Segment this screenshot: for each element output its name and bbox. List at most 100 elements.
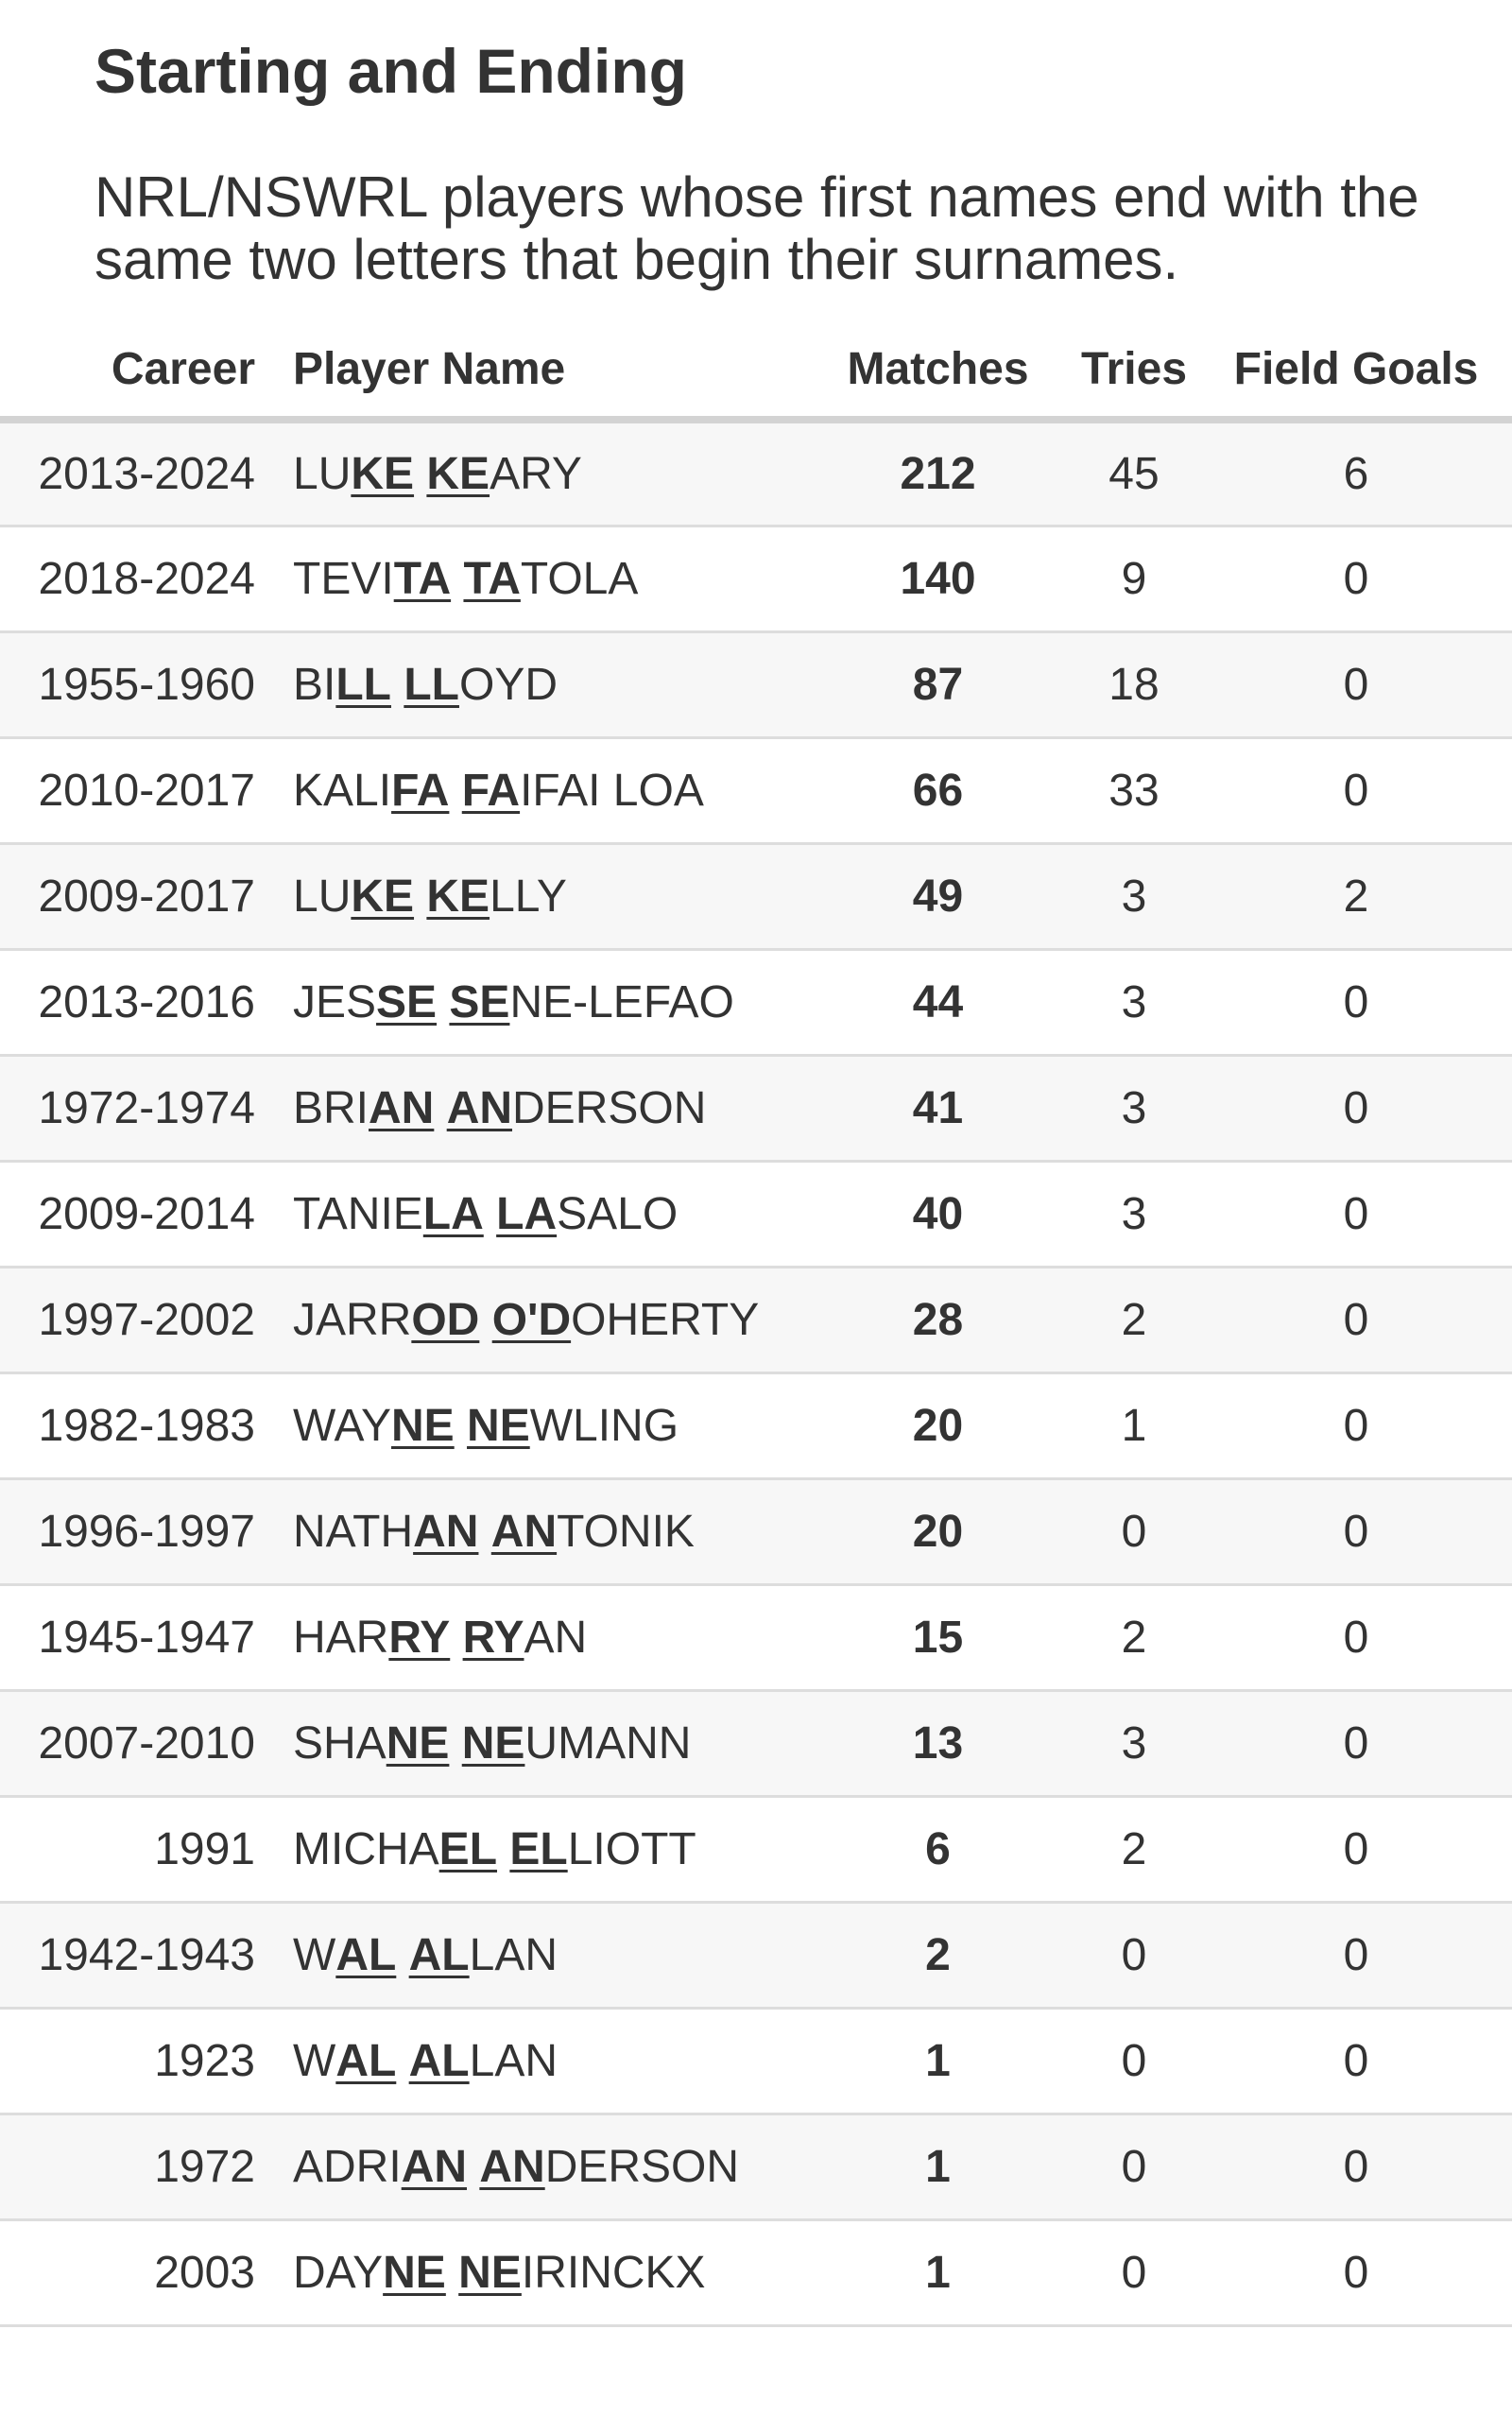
tries-cell: 1 [1068,1372,1200,1480]
player-name-cell: JARROD O'DOHERTY [274,1267,808,1374]
table-row: 2003 DAYNE NEIRINCKX 1 0 0 [0,2219,1512,2327]
surname-rest: LLY [490,871,567,922]
field-goals-cell: 0 [1200,1161,1512,1268]
table-row: 1923 WAL ALLAN 1 0 0 [0,2008,1512,2115]
surname-rest: SALO [557,1188,679,1239]
table-row: 2009-2014 TANIELA LASALO 40 3 0 [0,1161,1512,1268]
page-title: Starting and Ending [94,36,687,106]
table-row: 2013-2016 JESSE SENE-LEFAO 44 3 0 [0,949,1512,1057]
surname-rest: AN [524,1612,588,1663]
matches-cell: 1 [808,2114,1068,2221]
tries-cell: 3 [1068,949,1200,1057]
surname-rest: OHERTY [571,1294,760,1345]
first-name-highlight: TA [393,553,452,604]
column-header-career: Career [0,321,274,423]
first-name-start: KALI [293,765,392,816]
table-row: 1972-1974 BRIAN ANDERSON 41 3 0 [0,1055,1512,1163]
first-name-highlight: AL [335,1929,397,1980]
column-header-matches: Matches [808,321,1068,423]
player-name-cell: HARRY RYAN [274,1584,808,1692]
first-name-start: W [293,2035,336,2086]
surname-rest: UMANN [524,1717,692,1769]
first-name-highlight: KE [351,448,415,499]
first-name-start: BI [293,659,336,710]
tries-cell: 2 [1068,1796,1200,1904]
field-goals-cell: 0 [1200,631,1512,739]
surname-rest: LAN [469,1929,558,1980]
career-cell: 2018-2024 [0,526,274,633]
table-row: 1972 ADRIAN ANDERSON 1 0 0 [0,2114,1512,2221]
matches-cell: 49 [808,843,1068,951]
first-name-highlight: LL [335,659,391,710]
matches-cell: 13 [808,1690,1068,1798]
surname-highlight: AN [490,1506,558,1557]
field-goals-cell: 2 [1200,843,1512,951]
surname-rest: OYD [458,659,558,710]
page-subtitle: NRL/NSWRL players whose first names end … [94,165,1419,291]
tries-cell: 3 [1068,1055,1200,1163]
first-name-highlight: FA [391,765,450,816]
first-name-start: ADRI [293,2141,402,2192]
matches-cell: 6 [808,1796,1068,1904]
matches-cell: 2 [808,1902,1068,2010]
field-goals-cell: 0 [1200,1690,1512,1798]
column-header-player-name: Player Name [274,321,808,423]
matches-cell: 20 [808,1478,1068,1586]
matches-cell: 1 [808,2008,1068,2115]
career-cell: 1997-2002 [0,1267,274,1374]
matches-cell: 28 [808,1267,1068,1374]
matches-cell: 20 [808,1372,1068,1480]
first-name-highlight: AN [401,2141,468,2192]
field-goals-cell: 0 [1200,1267,1512,1374]
player-name-cell: WAL ALLAN [274,1902,808,2010]
first-name-highlight: AN [369,1082,435,1133]
table-row: 1982-1983 WAYNE NEWLING 20 1 0 [0,1372,1512,1480]
players-table: Career Player Name Matches Tries Field G… [0,321,1512,2327]
first-name-highlight: AN [413,1506,479,1557]
player-name-cell: TEVITA TATOLA [274,526,808,633]
header: Starting and Ending NRL/NSWRL players wh… [94,28,1512,291]
surname-rest: DERSON [512,1082,707,1133]
player-name-cell: BRIAN ANDERSON [274,1055,808,1163]
career-cell: 1942-1943 [0,1902,274,2010]
tries-cell: 3 [1068,1690,1200,1798]
player-name-cell: NATHAN ANTONIK [274,1478,808,1586]
surname-rest: NE-LEFAO [509,976,734,1027]
table-row: 1996-1997 NATHAN ANTONIK 20 0 0 [0,1478,1512,1586]
surname-highlight: AL [408,1929,470,1980]
surname-highlight: AN [446,1082,513,1133]
career-cell: 1972 [0,2114,274,2221]
tries-cell: 0 [1068,1478,1200,1586]
surname-highlight: AN [479,2141,545,2192]
table-row: 2013-2024 LUKE KEARY 212 45 6 [0,420,1512,527]
table-row: 2018-2024 TEVITA TATOLA 140 9 0 [0,526,1512,633]
career-cell: 2010-2017 [0,737,274,845]
surname-highlight: EL [509,1823,568,1874]
surname-highlight: O'D [491,1294,572,1345]
player-name-cell: WAL ALLAN [274,2008,808,2115]
player-name-cell: LUKE KELLY [274,843,808,951]
matches-cell: 41 [808,1055,1068,1163]
header-row: Career Player Name Matches Tries Field G… [0,321,1512,423]
table-row: 1997-2002 JARROD O'DOHERTY 28 2 0 [0,1267,1512,1374]
first-name-highlight: EL [438,1823,498,1874]
first-name-start: TANIE [293,1188,423,1239]
player-name-cell: ADRIAN ANDERSON [274,2114,808,2221]
matches-cell: 1 [808,2219,1068,2327]
field-goals-cell: 0 [1200,2008,1512,2115]
matches-cell: 15 [808,1584,1068,1692]
surname-highlight: RY [462,1612,524,1663]
tries-cell: 45 [1068,420,1200,527]
matches-cell: 40 [808,1161,1068,1268]
field-goals-cell: 0 [1200,2219,1512,2327]
field-goals-cell: 0 [1200,737,1512,845]
field-goals-cell: 0 [1200,526,1512,633]
first-name-highlight: AL [335,2035,397,2086]
surname-rest: IFAI LOA [520,765,704,816]
surname-highlight: KE [426,871,490,922]
surname-highlight: KE [426,448,490,499]
first-name-start: TEVI [293,553,394,604]
field-goals-cell: 0 [1200,1478,1512,1586]
tries-cell: 3 [1068,843,1200,951]
matches-cell: 44 [808,949,1068,1057]
